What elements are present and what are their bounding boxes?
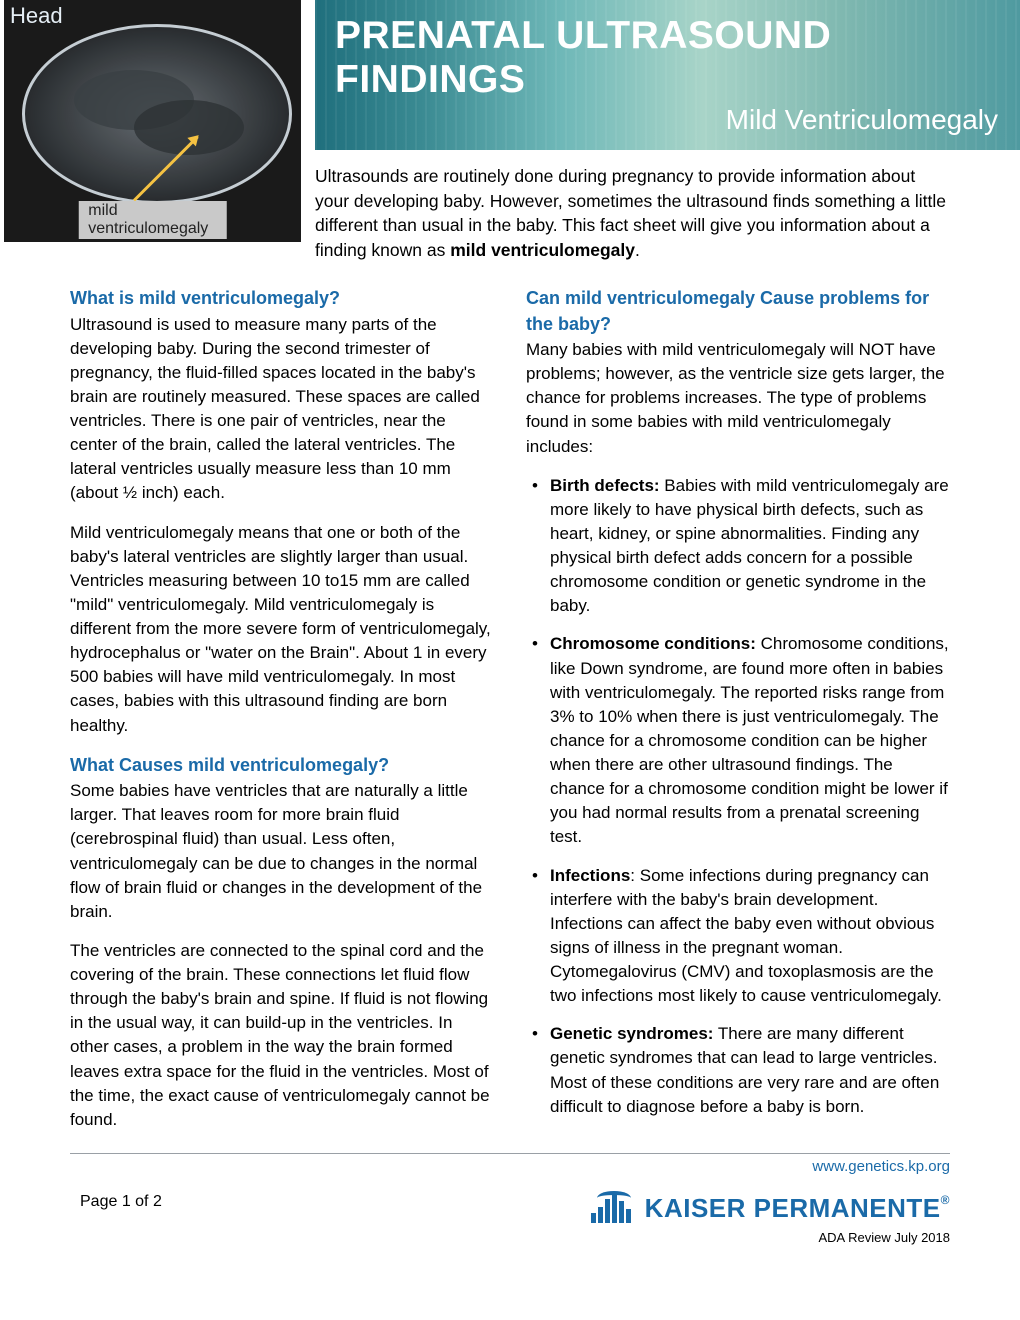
ultrasound-head-label: Head <box>10 3 63 29</box>
bullet-label: Infections <box>550 866 630 885</box>
banner-column: PRENATAL ULTRASOUND FINDINGS Mild Ventri… <box>315 0 950 262</box>
body-paragraph: Mild ventriculomegaly means that one or … <box>70 521 494 738</box>
section-heading: Can mild ventriculomegaly Cause problems… <box>526 286 950 337</box>
section-heading: What is mild ventriculomegaly? <box>70 286 494 312</box>
intro-paragraph: Ultrasounds are routinely done during pr… <box>315 164 950 262</box>
document-subtitle: Mild Ventriculomegaly <box>726 104 998 136</box>
kp-logo-text: KAISER PERMANENTE® <box>645 1193 950 1224</box>
ultrasound-caption: mild ventriculomegaly <box>78 201 227 239</box>
two-column-body: What is mild ventriculomegaly? Ultrasoun… <box>70 286 950 1147</box>
body-paragraph: Ultrasound is used to measure many parts… <box>70 313 494 506</box>
title-banner: PRENATAL ULTRASOUND FINDINGS Mild Ventri… <box>315 0 1020 150</box>
bullet-text: Chromosome conditions, like Down syndrom… <box>550 634 949 846</box>
body-paragraph: The ventricles are connected to the spin… <box>70 939 494 1132</box>
document-title: PRENATAL ULTRASOUND FINDINGS <box>335 14 998 102</box>
body-paragraph: Many babies with mild ventriculomegaly w… <box>526 338 950 459</box>
registered-mark: ® <box>941 1193 950 1207</box>
list-item: Genetic syndromes: There are many differ… <box>530 1022 950 1119</box>
left-column: What is mild ventriculomegaly? Ultrasoun… <box>70 286 494 1147</box>
list-item: Infections: Some infections during pregn… <box>530 864 950 1009</box>
footer-url: www.genetics.kp.org <box>70 1153 950 1175</box>
intro-text-after: . <box>635 240 640 260</box>
bullet-text: : Some infections during pregnancy can i… <box>550 866 942 1006</box>
kaiser-permanente-logo: KAISER PERMANENTE® <box>591 1193 950 1224</box>
bullet-label: Genetic syndromes: <box>550 1024 713 1043</box>
ultrasound-image: Head mild ventriculomegaly <box>0 0 305 246</box>
bullet-text: Babies with mild ventriculomegaly are mo… <box>550 476 949 616</box>
kp-thrive-icon <box>591 1193 637 1223</box>
bullet-label: Birth defects: <box>550 476 660 495</box>
kp-logo-name: KAISER PERMANENTE <box>645 1193 941 1223</box>
page: Head mild ventriculomegaly PRENATAL ULTR… <box>0 0 1020 1320</box>
logo-block: KAISER PERMANENTE® ADA Review July 2018 <box>591 1193 950 1245</box>
body-paragraph: Some babies have ventricles that are nat… <box>70 779 494 924</box>
list-item: Birth defects: Babies with mild ventricu… <box>530 474 950 619</box>
section-heading: What Causes mild ventriculomegaly? <box>70 753 494 779</box>
footer-row: Page 1 of 2 KAISER PERMANENTE® ADA Revie… <box>70 1193 950 1245</box>
header-row: Head mild ventriculomegaly PRENATAL ULTR… <box>70 0 950 262</box>
page-number: Page 1 of 2 <box>70 1193 162 1211</box>
intro-bold-term: mild ventriculomegaly <box>450 240 635 260</box>
ada-review-date: ADA Review July 2018 <box>591 1230 950 1245</box>
bullet-label: Chromosome conditions: <box>550 634 756 653</box>
bullet-list: Birth defects: Babies with mild ventricu… <box>526 474 950 1119</box>
list-item: Chromosome conditions: Chromosome condit… <box>530 632 950 849</box>
right-column: Can mild ventriculomegaly Cause problems… <box>526 286 950 1147</box>
